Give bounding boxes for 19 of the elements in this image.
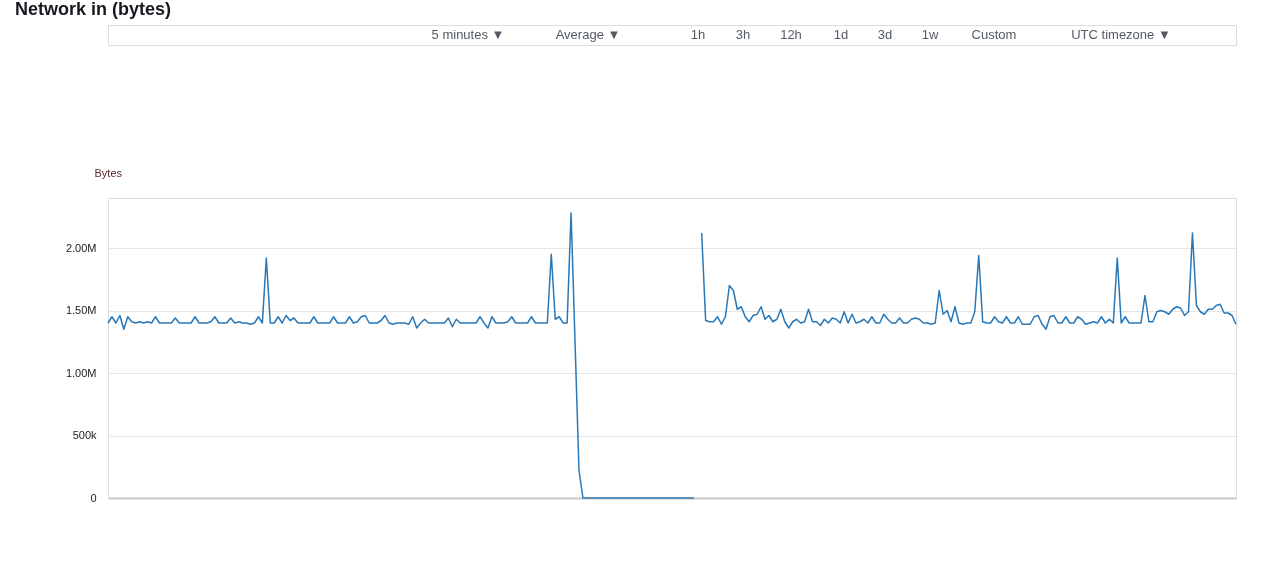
y-tick-label: 1.00M — [65, 366, 97, 379]
text: 12h — [780, 27, 802, 42]
chart-title: Network in (bytes) — [14, 0, 171, 19]
text: 1w — [921, 27, 939, 42]
y-tick-label: 1.50M — [65, 304, 97, 316]
text: Average ▼ — [555, 27, 621, 42]
line-series — [700, 232, 1237, 330]
text: 3h — [735, 27, 751, 42]
text: 1h — [690, 27, 706, 42]
text: UTC timezone ▼ — [1071, 27, 1171, 42]
text: 3d — [877, 27, 893, 42]
text: Custom — [971, 27, 1017, 42]
y-axis-title: Bytes — [94, 166, 123, 179]
text: 1d — [833, 27, 849, 42]
y-tick-label: 0 — [90, 491, 97, 504]
y-tick-label: 2.00M — [65, 241, 97, 254]
y-tick-label: 500k — [72, 429, 97, 441]
line-series — [107, 212, 695, 499]
text: 5 minutes ▼ — [431, 27, 505, 42]
